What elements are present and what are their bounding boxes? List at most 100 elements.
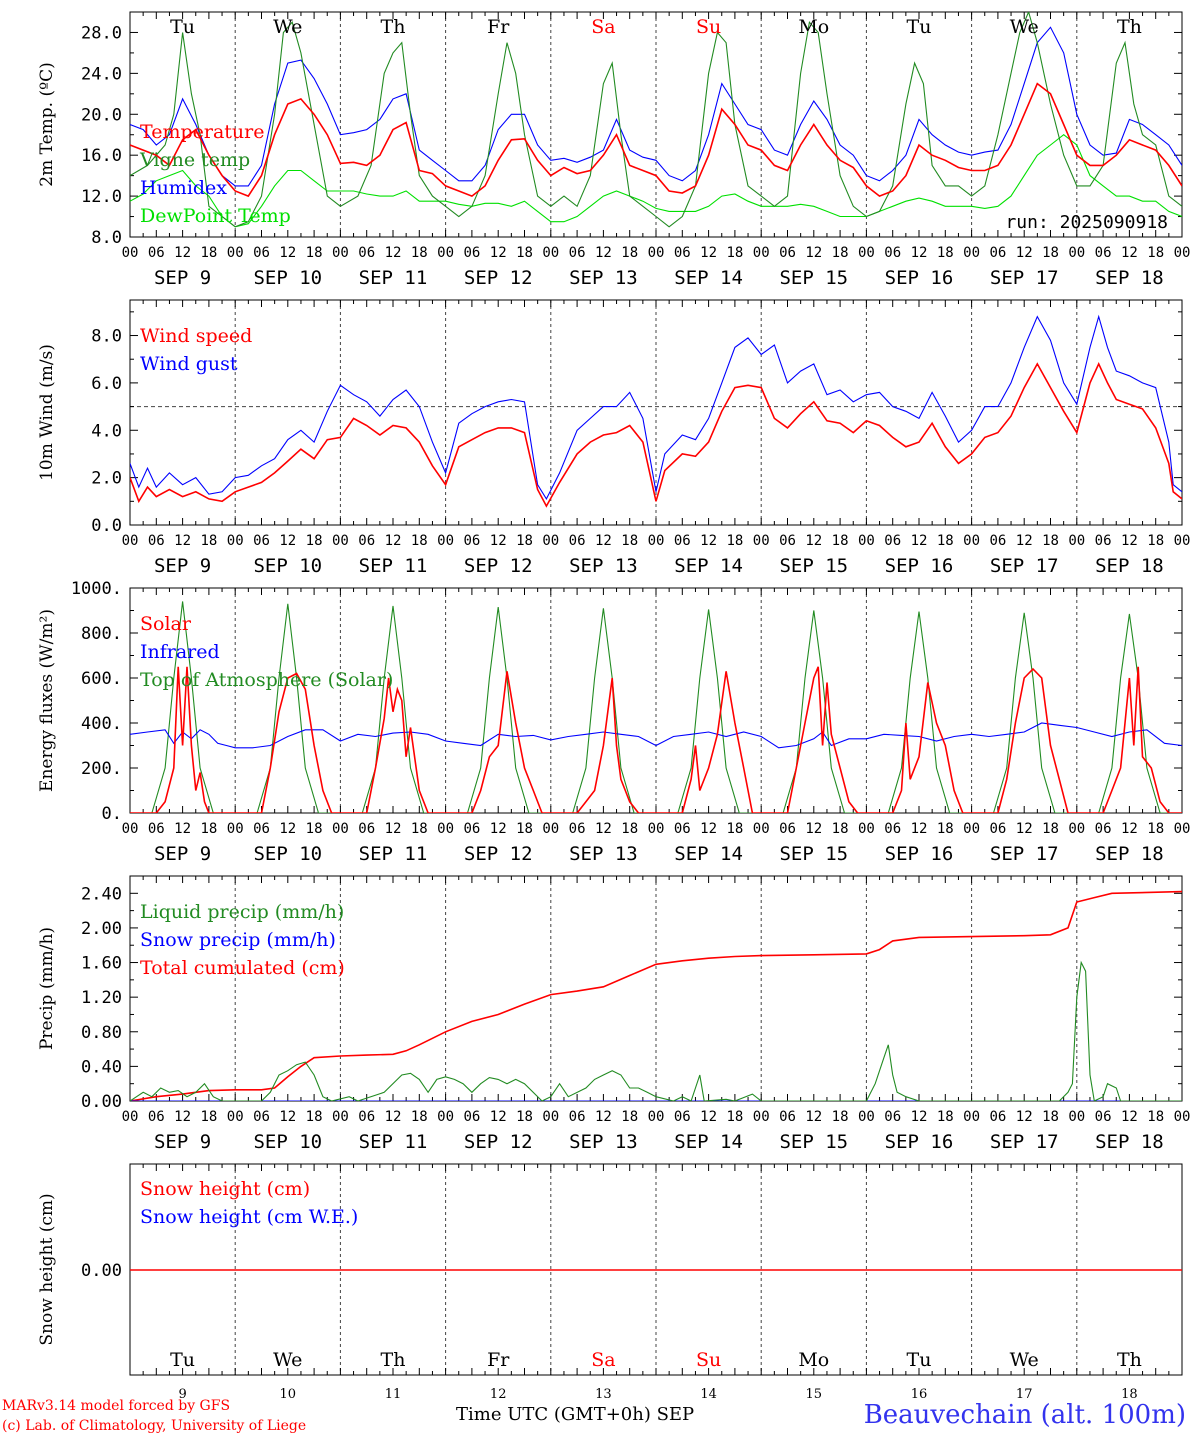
time-axis-label: Time UTC (GMT+0h) SEP [456, 1404, 695, 1425]
y-tick-label: 16.0 [81, 146, 122, 166]
x-hour-label: 18 [832, 1109, 849, 1125]
x-hour-label: 18 [411, 1109, 428, 1125]
date-label: SEP 15 [779, 555, 848, 577]
x-hour-label: 12 [490, 821, 507, 837]
x-hour-label: 06 [569, 245, 586, 261]
series-line-vigne-temp [130, 12, 1182, 228]
date-label: SEP 16 [885, 555, 954, 577]
x-hour-label: 06 [884, 821, 901, 837]
x-hour-label: 00 [437, 1109, 454, 1125]
x-hour-label: 00 [437, 533, 454, 549]
x-hour-label: 12 [595, 245, 612, 261]
x-hour-label: 12 [279, 1109, 296, 1125]
x-hour-label: 00 [753, 1109, 770, 1125]
panel-1: 8.0 12.0 16.0 20.0 24.0 28.0 2m Temp. (ºC) Temp… [37, 11, 1190, 289]
x-hour-label: 06 [569, 1109, 586, 1125]
x-hour-label: 00 [332, 821, 349, 837]
date-label: SEP 13 [569, 555, 638, 577]
y-tick-label: 0.40 [81, 1057, 122, 1077]
x-hour-label: 00 [1174, 821, 1191, 837]
x-hour-label: 12 [700, 821, 717, 837]
x-hour-label: 12 [279, 533, 296, 549]
day-letter: Tu [170, 1349, 195, 1371]
day-letter: Mo [798, 16, 829, 38]
station-name: Beauvechain (alt. 100m) [863, 1400, 1186, 1430]
x-hour-label: 18 [726, 1109, 743, 1125]
date-label: SEP 10 [253, 843, 322, 865]
x-hour-label: 12 [700, 245, 717, 261]
x-hour-label: 18 [200, 1109, 217, 1125]
day-letter: We [1010, 1349, 1039, 1371]
x-hour-label: 12 [805, 821, 822, 837]
x-hour-label: 18 [200, 533, 217, 549]
x-hour-label: 06 [253, 1109, 270, 1125]
y-tick-label: 2.0 [91, 469, 122, 489]
day-letter: Sa [591, 16, 615, 38]
x-hour-label: 00 [648, 1109, 665, 1125]
legend-entry: Wind speed [140, 325, 252, 347]
day-letter: Su [696, 16, 721, 38]
x-hour-label: 12 [1016, 245, 1033, 261]
x-hour-label: 06 [779, 245, 796, 261]
x-hour-label: 00 [227, 245, 244, 261]
x-hour-label: 06 [674, 245, 691, 261]
y-tick-label: 4.0 [91, 421, 122, 441]
day-number: 10 [280, 1387, 297, 1402]
x-hour-label: 18 [726, 533, 743, 549]
day-letter: Tu [907, 1349, 932, 1371]
model-credit: MARv3.14 model forced by GFS (c) Lab. of… [2, 1396, 306, 1436]
x-hour-label: 18 [1042, 821, 1059, 837]
x-hour-label: 18 [1042, 245, 1059, 261]
series-line-total-cumulated-cm- [130, 890, 1182, 1101]
x-hour-label: 12 [700, 1109, 717, 1125]
x-hour-label: 06 [148, 1109, 165, 1125]
x-hour-label: 00 [227, 533, 244, 549]
x-hour-label: 00 [437, 245, 454, 261]
date-label: SEP 11 [359, 1131, 428, 1153]
x-hour-label: 12 [911, 245, 928, 261]
day-letter: Tu [170, 16, 195, 38]
x-hour-label: 00 [753, 245, 770, 261]
legend-entry: Top of Atmosphere (Solar) [140, 669, 393, 691]
x-hour-label: 12 [1121, 533, 1138, 549]
date-label: SEP 11 [359, 267, 428, 289]
y-axis-label: Snow height (cm) [37, 1193, 57, 1345]
x-hour-label: 18 [1147, 533, 1164, 549]
x-hour-label: 00 [858, 821, 875, 837]
panel-2: 0.0 2.0 4.0 6.0 8.0 10m Wind (m/s) Wind speed W… [37, 299, 1190, 577]
x-hour-label: 00 [858, 533, 875, 549]
date-label: SEP 17 [990, 1131, 1059, 1153]
x-hour-label: 06 [989, 533, 1006, 549]
x-hour-label: 00 [963, 245, 980, 261]
series-line-solar [130, 666, 1182, 813]
date-label: SEP 15 [779, 1131, 848, 1153]
x-hour-label: 18 [832, 533, 849, 549]
x-hour-label: 18 [1147, 1109, 1164, 1125]
x-hour-label: 00 [963, 1109, 980, 1125]
x-hour-label: 18 [200, 245, 217, 261]
x-hour-label: 18 [306, 245, 323, 261]
day-letter: Fr [487, 1349, 510, 1371]
x-hour-label: 12 [1016, 821, 1033, 837]
x-hour-label: 12 [174, 245, 191, 261]
day-letter: Th [381, 1349, 406, 1371]
day-letter: Sa [591, 1349, 615, 1371]
y-tick-label: 28.0 [81, 23, 122, 43]
y-tick-label: 0.00 [81, 1261, 122, 1281]
x-hour-label: 06 [779, 821, 796, 837]
date-label: SEP 13 [569, 843, 638, 865]
x-hour-label: 18 [516, 1109, 533, 1125]
x-hour-label: 06 [989, 821, 1006, 837]
x-hour-label: 18 [621, 533, 638, 549]
x-hour-label: 18 [411, 245, 428, 261]
x-hour-label: 00 [542, 533, 559, 549]
plot-frame [129, 11, 1183, 238]
x-hour-label: 06 [884, 1109, 901, 1125]
series-line-wind-gust [130, 314, 1182, 501]
x-hour-label: 12 [595, 821, 612, 837]
legend-entry: Snow height (cm W.E.) [140, 1206, 358, 1228]
x-hour-label: 06 [463, 533, 480, 549]
x-hour-label: 00 [542, 821, 559, 837]
x-hour-label: 06 [358, 821, 375, 837]
